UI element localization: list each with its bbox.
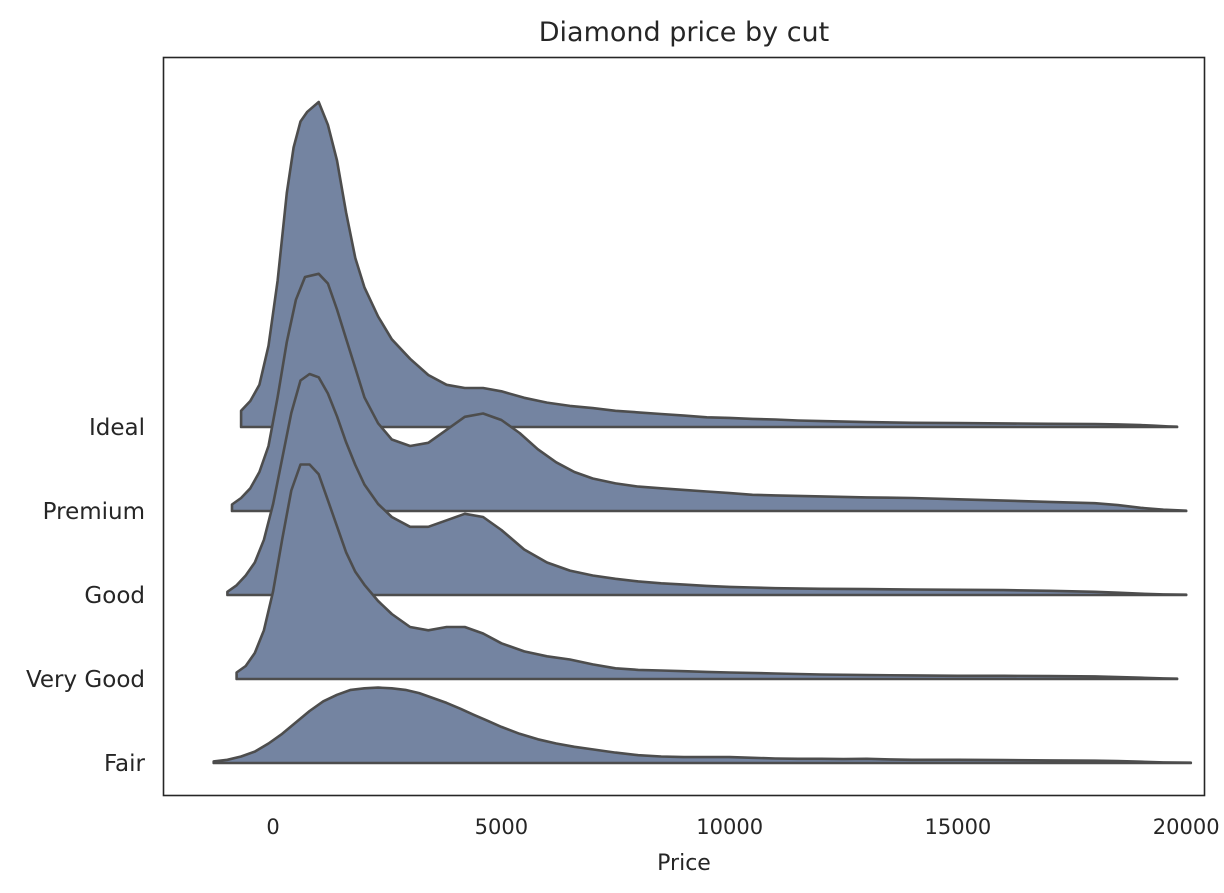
x-tick-label: 5000 bbox=[475, 815, 528, 839]
y-tick-labels: Ideal Premium Good Very Good Fair bbox=[26, 415, 146, 777]
y-tick-label-ideal: Ideal bbox=[89, 415, 145, 441]
x-tick-label: 20000 bbox=[1153, 815, 1220, 839]
y-tick-label-fair: Fair bbox=[104, 751, 146, 777]
chart-title: Diamond price by cut bbox=[539, 17, 830, 48]
ridges bbox=[212, 100, 1193, 765]
ridge-fair bbox=[212, 686, 1193, 765]
plot-frame bbox=[162, 56, 1206, 797]
x-tick-label: 0 bbox=[266, 815, 279, 839]
x-axis-label: Price bbox=[657, 851, 711, 876]
y-tick-label-good: Good bbox=[84, 583, 145, 609]
ridge-premium bbox=[230, 272, 1188, 513]
x-tick-label: 10000 bbox=[696, 815, 763, 839]
y-tick-label-premium: Premium bbox=[43, 499, 145, 525]
x-tick-labels: 0 5000 10000 15000 20000 bbox=[266, 815, 1219, 839]
ridge-very-good bbox=[235, 463, 1179, 681]
ridge-ideal bbox=[239, 100, 1179, 429]
x-tick-label: 15000 bbox=[924, 815, 991, 839]
ridge-good bbox=[226, 372, 1188, 597]
y-tick-label-very-good: Very Good bbox=[26, 667, 145, 693]
